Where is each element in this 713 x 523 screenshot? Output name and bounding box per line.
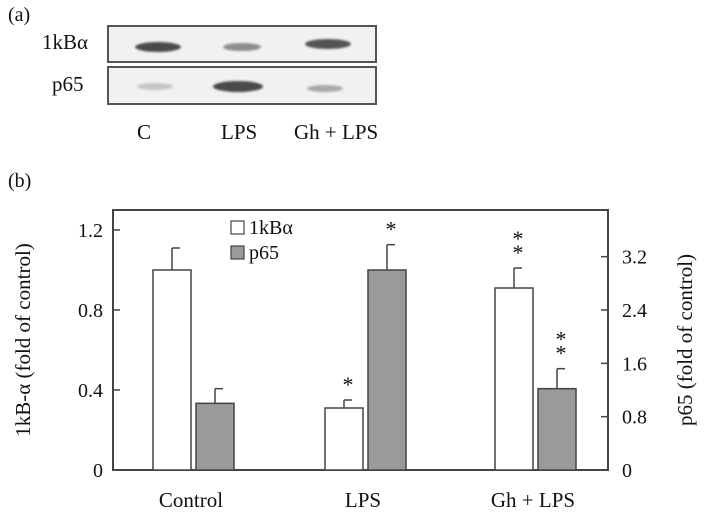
blot-band xyxy=(137,83,173,90)
y-axis-title-right: p65 (fold of control) xyxy=(673,254,697,426)
legend-swatch xyxy=(230,220,245,235)
lane-label-lps: LPS xyxy=(221,120,258,144)
y-tick-label-left: 1.2 xyxy=(78,220,103,242)
bar-p65 xyxy=(537,387,577,471)
blot-strip-1kba xyxy=(107,25,377,63)
blot-band xyxy=(223,43,261,51)
bar-1kb xyxy=(494,287,534,471)
y-tick-label-right: 0 xyxy=(622,460,632,482)
y-tick-label-left: 0 xyxy=(93,460,103,482)
panel-a-label: (a) xyxy=(8,4,31,26)
lane-label-c: C xyxy=(137,120,152,144)
y-axis-title-left: 1kB-α (fold of control) xyxy=(11,243,35,437)
y-tick-label-right: 2.4 xyxy=(622,300,647,322)
blot-band xyxy=(307,85,343,92)
x-category-label: Gh + LPS xyxy=(491,488,575,512)
y-tick-label-right: 3.2 xyxy=(622,247,647,269)
y-tick-label-right: 1.6 xyxy=(622,353,647,375)
blot-band xyxy=(213,81,263,92)
blot-strip-p65 xyxy=(107,66,377,105)
bar-1kb xyxy=(152,269,192,471)
bar-1kb xyxy=(324,407,364,471)
significance-mark: * xyxy=(513,240,524,265)
blot-row-label-p65: p65 xyxy=(52,72,84,96)
legend-label: 1kBα xyxy=(249,217,293,239)
y-tick-label-right: 0.8 xyxy=(622,407,647,429)
x-category-label: LPS xyxy=(345,488,381,512)
significance-mark: * xyxy=(513,226,524,251)
bar-p65 xyxy=(367,269,407,471)
significance-mark: * xyxy=(556,327,567,352)
y-tick-label-left: 0.8 xyxy=(78,300,103,322)
significance-mark: * xyxy=(386,217,397,242)
x-category-label: Control xyxy=(159,488,223,512)
y-tick-label-left: 0.4 xyxy=(78,380,103,402)
legend-label: p65 xyxy=(249,242,279,264)
blot-band xyxy=(135,42,181,52)
blot-band xyxy=(305,39,351,49)
bar-p65 xyxy=(195,402,235,471)
blot-row-label-1kba: 1kBα xyxy=(42,30,89,54)
legend-swatch xyxy=(230,245,245,260)
panel-b-label: (b) xyxy=(8,170,32,192)
lane-label-gh-lps: Gh + LPS xyxy=(294,120,379,144)
significance-mark: * xyxy=(556,341,567,366)
significance-mark: * xyxy=(343,372,354,397)
